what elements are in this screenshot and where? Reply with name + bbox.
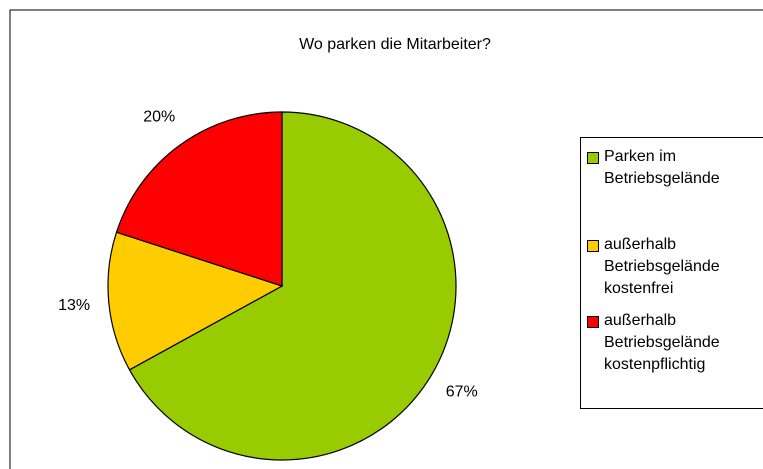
legend-label: außerhalb Betriebsgelände kostenpflichti…: [604, 312, 720, 373]
legend-item: Parken im Betriebsgelände: [587, 146, 763, 190]
legend-label: Parken im Betriebsgelände: [604, 148, 720, 187]
slice-label: 67%: [446, 384, 478, 401]
pie-slice: [128, 111, 457, 461]
legend-swatch: [587, 240, 599, 252]
legend-item: außerhalb Betriebsgelände kostenpflichti…: [587, 310, 763, 376]
legend-label: außerhalb Betriebsgelände kostenfrei: [604, 236, 720, 297]
slice-label: 20%: [143, 108, 175, 125]
legend-item: außerhalb Betriebsgelände kostenfrei: [587, 234, 763, 300]
legend: Parken im Betriebsgelände außerhalb Betri…: [580, 137, 763, 409]
pie-slice: [107, 231, 284, 371]
pie-slice: [115, 111, 283, 287]
slice-label: 13%: [58, 297, 90, 314]
chart-title: Wo parken die Mitarbeiter?: [299, 36, 491, 53]
chart-border: [9, 9, 763, 469]
legend-swatch: [587, 152, 599, 164]
legend-swatch: [587, 316, 599, 328]
